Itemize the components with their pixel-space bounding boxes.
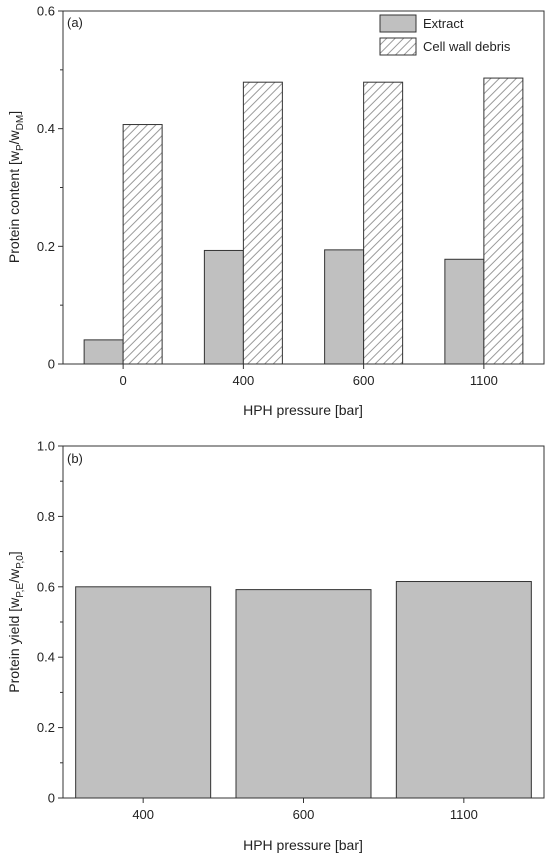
bar-yield-600 xyxy=(235,589,372,799)
y-ticks-b: 0 0.2 0.4 0.6 0.8 1.0 xyxy=(37,439,63,806)
y-ticks-a: 0 0.2 0.4 0.6 xyxy=(37,4,63,372)
bar-extract-0 xyxy=(83,339,124,365)
panel-b: (b) 0 0.2 0.4 0.6 0.8 1.0 400 600 1100 HPH pres… xyxy=(6,439,545,853)
legend-label-debris: Cell wall debris xyxy=(423,39,511,54)
y-tick-label-0.4: 0.4 xyxy=(37,121,55,136)
y-tick-label-0: 0 xyxy=(48,357,55,372)
y-axis-label-b: Protein yield [wP,E/wP,0] xyxy=(6,551,26,692)
panel-label-a: (a) xyxy=(67,15,83,30)
x-tick-label-600: 600 xyxy=(293,807,315,822)
panel-a: (a) 0 0.2 0.4 0.6 0 400 600 1100 Extract Cell … xyxy=(6,4,545,418)
bar-cell-wall-debris-400 xyxy=(242,81,283,365)
legend: Extract Cell wall debris xyxy=(379,14,511,56)
y-tick-label-0.6: 0.6 xyxy=(37,4,55,19)
x-tick-label-400: 400 xyxy=(233,373,255,388)
x-tick-label-1100: 1100 xyxy=(470,373,498,388)
bar-extract-400 xyxy=(203,249,244,365)
x-tick-label-600: 600 xyxy=(353,373,375,388)
bars-b xyxy=(75,581,532,799)
x-tick-label-0: 0 xyxy=(120,373,127,388)
legend-swatch-debris xyxy=(379,37,417,56)
y-axis-label-a: Protein content [wP/wDM] xyxy=(6,111,26,263)
x-tick-label-400: 400 xyxy=(132,807,154,822)
bar-extract-600 xyxy=(324,249,365,365)
x-axis-label-a: HPH pressure [bar] xyxy=(243,402,363,418)
x-ticks-a: 0 400 600 1100 xyxy=(120,364,498,388)
y-tick-label-0.2: 0.2 xyxy=(37,239,55,254)
y-tick-label-0: 0 xyxy=(48,791,55,806)
bar-cell-wall-debris-1100 xyxy=(483,77,524,365)
bar-yield-400 xyxy=(75,586,212,799)
legend-swatch-extract xyxy=(379,14,417,33)
bar-cell-wall-debris-0 xyxy=(122,124,163,365)
y-tick-label-1.0: 1.0 xyxy=(37,439,55,454)
panel-label-b: (b) xyxy=(67,451,83,466)
x-axis-label-b: HPH pressure [bar] xyxy=(243,837,363,853)
x-ticks-b: 400 600 1100 xyxy=(132,798,478,822)
bar-extract-1100 xyxy=(444,258,485,365)
y-tick-label-0.2: 0.2 xyxy=(37,720,55,735)
legend-label-extract: Extract xyxy=(423,16,464,31)
bar-yield-1100 xyxy=(395,581,532,799)
bars-a xyxy=(83,77,524,365)
x-tick-label-1100: 1100 xyxy=(450,807,478,822)
bar-cell-wall-debris-600 xyxy=(363,81,404,365)
y-tick-label-0.4: 0.4 xyxy=(37,650,55,665)
y-tick-label-0.6: 0.6 xyxy=(37,579,55,594)
y-tick-label-0.8: 0.8 xyxy=(37,509,55,524)
